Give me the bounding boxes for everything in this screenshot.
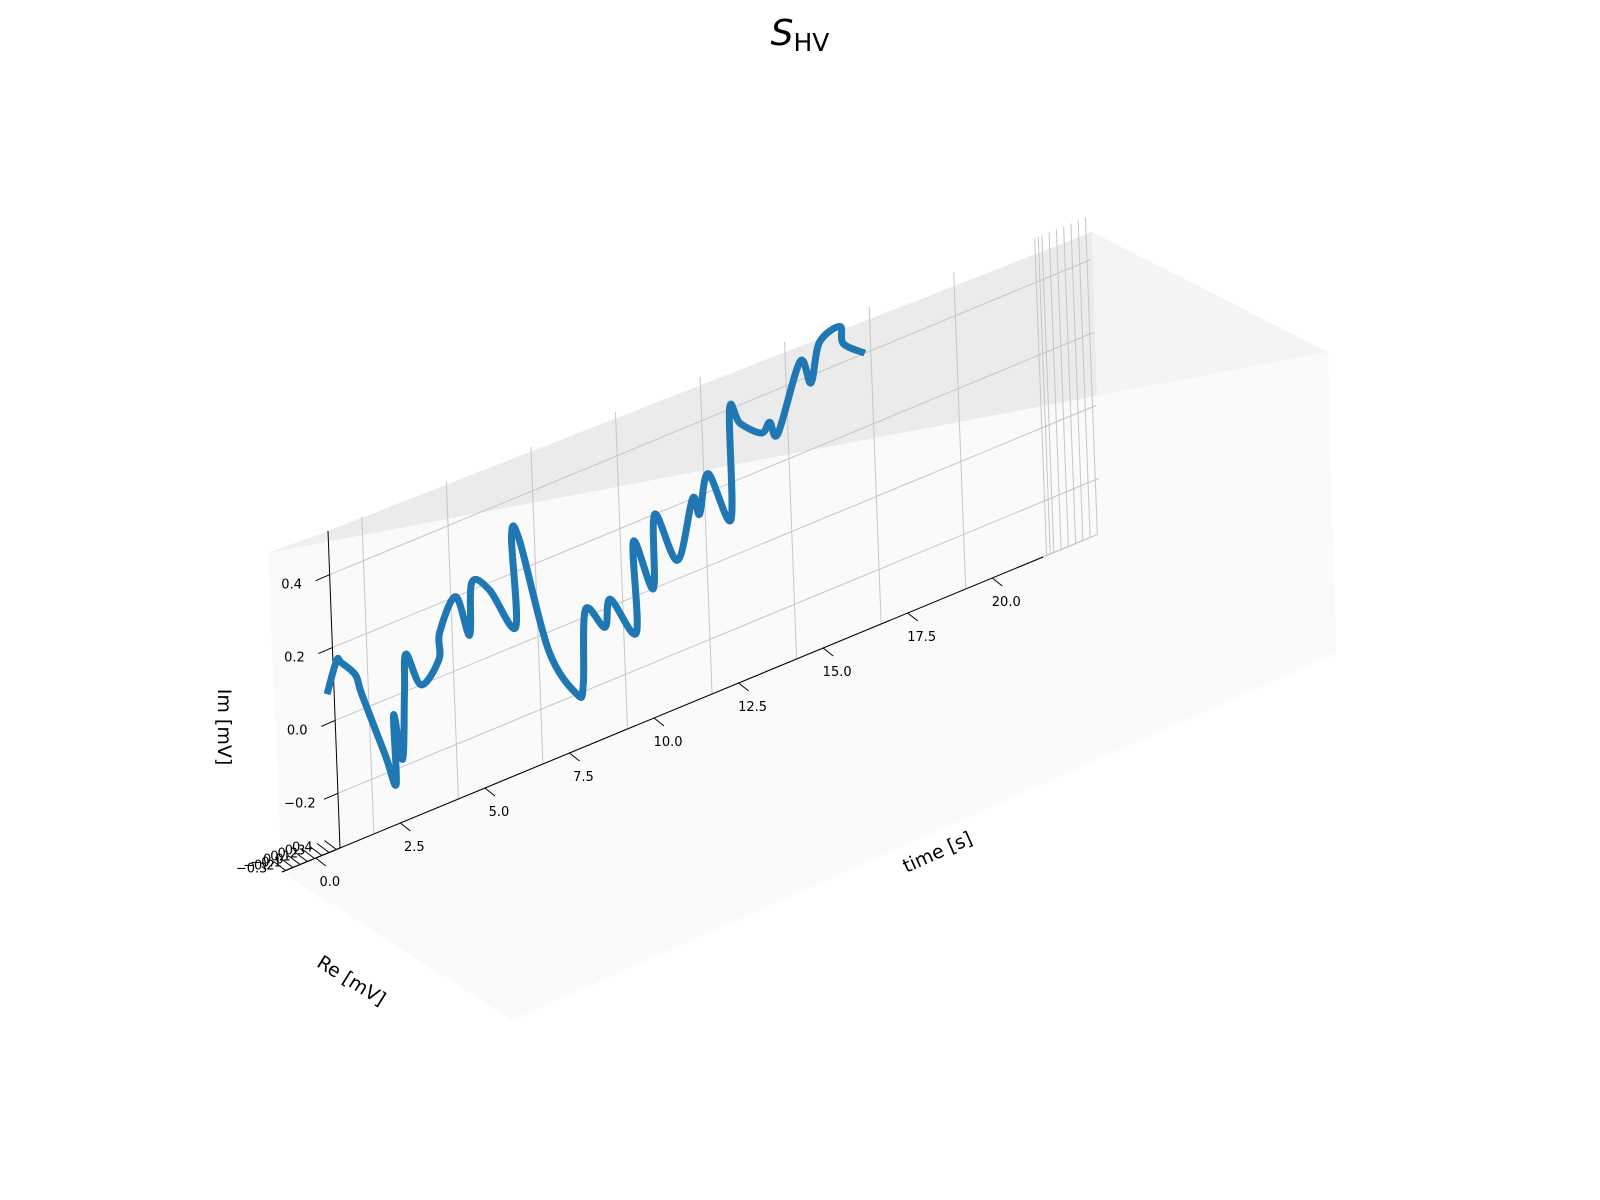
grid-line: [1041, 235, 1055, 553]
y-tick-label: 0.0: [263, 853, 284, 868]
grid-line: [337, 477, 1100, 794]
x-tick-label: 7.5: [573, 770, 594, 785]
y-tick-label: −0.2: [243, 859, 275, 874]
y-tick-label: 0.4: [292, 841, 313, 856]
z-tick-label: 0.4: [281, 578, 302, 593]
grid-line: [1037, 236, 1051, 555]
title-symbol: S: [771, 13, 794, 54]
grid-line: [953, 271, 967, 590]
x-tick-label: 12.5: [738, 700, 767, 715]
y-tick-mark: [302, 849, 315, 859]
y-axis-ticks: 0.40.30.20.10.0−0.1−0.2−0.3: [236, 840, 337, 877]
front-pane: [268, 352, 1336, 1020]
x-tick-mark: [907, 612, 919, 622]
x-tick-mark: [315, 857, 327, 867]
y-axis-label: Re [mV]: [313, 951, 389, 1010]
z-tick-label: −0.2: [284, 796, 316, 811]
x-tick-label: 20.0: [992, 595, 1021, 610]
x-tick-mark: [738, 682, 749, 692]
x-tick-label: 17.5: [907, 630, 936, 645]
x-tick-mark: [400, 822, 411, 832]
grid-line: [1055, 229, 1069, 547]
z-tick-label: 0.2: [284, 651, 305, 666]
grid-line: [1048, 232, 1062, 550]
x-tick-label: 15.0: [823, 665, 852, 680]
grid-line: [334, 405, 1097, 721]
y-tick-mark: [287, 855, 301, 865]
title-subscript: HV: [793, 28, 829, 57]
z-tick-mark: [318, 647, 333, 655]
grid-line: [1035, 332, 1094, 358]
grid-line: [1040, 477, 1100, 503]
x-tick-mark: [484, 787, 496, 797]
grid-line: [614, 411, 628, 730]
z-tick-mark: [323, 792, 339, 800]
z-tick-mark: [315, 574, 330, 582]
y-tick-mark: [295, 852, 308, 862]
y-axis-line: [281, 847, 341, 873]
x-tick-mark: [569, 752, 580, 762]
x-axis-ticks: 0.0 2.5 5.0 7.5 10.0 12.5 15.0 17.5 20.0: [315, 577, 1021, 890]
grid-line: [361, 516, 375, 835]
x-tick-mark: [991, 577, 1003, 587]
grid-line: [329, 259, 1091, 576]
grid-line: [1037, 405, 1097, 430]
y-tick-label: 0.3: [285, 844, 306, 859]
x-tick-label: 10.0: [654, 735, 683, 750]
grid-line: [1077, 220, 1091, 538]
y-tick-mark: [316, 843, 330, 853]
y-tick-label: 0.2: [278, 847, 299, 862]
y-tick-label: −0.3: [236, 862, 268, 877]
z-axis-line: [327, 530, 341, 849]
x-tick-label: 5.0: [489, 805, 510, 820]
grid-line: [1034, 238, 1048, 556]
y-tick-label: −0.1: [250, 856, 282, 871]
grid-line: [445, 481, 459, 800]
x-tick-label: 0.0: [319, 875, 340, 890]
grid-line: [868, 306, 882, 625]
grid-line: [1063, 226, 1077, 544]
grid-line: [1070, 223, 1084, 541]
axis-lines: [281, 530, 1044, 873]
y-tick-mark: [324, 840, 337, 850]
z-axis-ticks: −0.2 0.0 0.2 0.4: [281, 574, 339, 811]
x-tick-mark: [822, 647, 834, 657]
grid-line: [1084, 217, 1098, 535]
z-tick-mark: [320, 720, 336, 727]
x-tick-mark: [653, 717, 665, 727]
x-axis-line: [281, 556, 1044, 873]
y-tick-mark: [309, 846, 323, 856]
y-tick-mark: [273, 861, 286, 871]
grid-line: [1032, 259, 1091, 285]
series-line: [323, 323, 867, 789]
y-tick-mark: [280, 858, 294, 868]
y-tick-label: 0.1: [270, 850, 291, 865]
x-tick-label: 2.5: [404, 840, 425, 855]
chart-title: SHV: [771, 13, 830, 57]
z-axis-label: Im [mV]: [213, 689, 235, 765]
grid-line: [699, 376, 713, 695]
series-layer: [323, 323, 867, 789]
z-tick-label: 0.0: [287, 723, 308, 738]
